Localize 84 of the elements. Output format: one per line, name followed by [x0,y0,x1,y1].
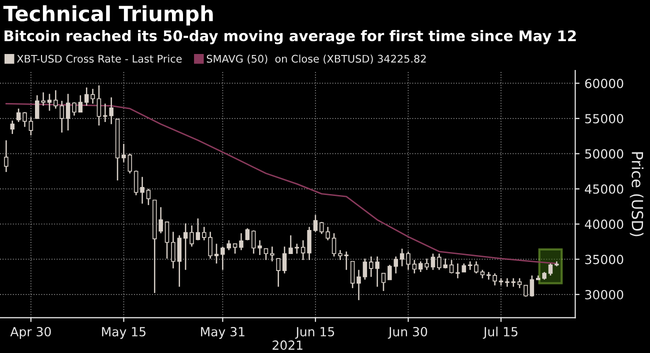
x-tick-label: Jun 15 [295,327,334,339]
candlestick [171,231,176,270]
candlestick [505,278,510,288]
candlestick [96,84,102,126]
y-tick-label: 35000 [585,254,624,264]
candlestick [381,272,386,292]
x-tick-label: Apr 30 [10,326,51,339]
candlestick [548,262,553,276]
chart-subtitle: Bitcoin reached its 50-day moving average for first time since May 12 [4,30,576,44]
candlestick [196,218,200,241]
candlestick [34,94,40,120]
candlestick [122,143,126,163]
legend-label: SMAVG (50) on Close (XBTUSD) 34225.82 [206,54,426,64]
candlestick [128,153,132,174]
candlestick [294,243,300,254]
x-tick-label: May 15 [102,327,146,339]
candlestick [332,232,336,258]
candlestick [239,232,244,251]
candlestick [406,250,410,270]
candlestick [313,214,318,232]
y-tick-label: 45000 [584,184,624,194]
candlestick [28,116,34,136]
candlestick [10,120,14,135]
candlestick [362,258,368,280]
candlestick [449,259,454,274]
candlestick [84,86,89,106]
candlestick [164,221,170,260]
candlestick [474,260,478,274]
candlestick [208,231,212,260]
candlestick [424,258,429,270]
candlestick [418,260,423,273]
y-axis-title: Price (USD) [630,152,644,236]
candlestick [344,250,349,270]
candlestick [134,170,138,196]
candlestick [41,92,46,106]
candlestick [72,102,76,116]
candlestick [4,140,8,173]
candlestick [388,264,392,280]
candlestick [177,234,182,288]
candlestick [214,243,219,264]
candlestick [338,249,342,261]
candlestick [517,278,522,289]
candlestick [264,248,268,261]
candlestick [300,240,306,261]
candlestick [251,230,256,254]
candlestick [369,256,374,278]
x-tick-label: Jun 30 [388,326,428,339]
candlestick [258,240,262,256]
candlestick [183,222,188,270]
candlestick [307,226,312,261]
candlestick [146,188,151,206]
candlestick [232,243,238,254]
x-tick-label: Jul 15 [482,326,518,339]
candlestick [22,112,27,128]
y-tick-label: 30000 [585,290,624,300]
candlestick [530,274,534,298]
y-tick-label: 60000 [585,78,624,88]
candlestick [288,234,293,254]
candlestick [356,269,361,301]
candlestick [456,262,460,279]
candlestick [282,246,287,274]
candlestick [190,224,194,248]
candlestick [430,253,436,270]
candlestick [78,94,83,113]
candlestick [350,260,355,289]
y-tick-label: 40000 [584,220,624,229]
candlestick [375,256,380,288]
candlestick [412,259,417,274]
x-tick-label: May 31 [201,326,244,339]
x-axis-title: 2021 [272,340,302,350]
candlestick [66,93,70,132]
chart-title: Technical Triumph [3,5,213,26]
y-tick-label: 50000 [585,149,624,159]
y-tick-label: 55000 [585,114,624,124]
candlestick [276,258,280,288]
candlestick [140,176,144,204]
candlestick [394,256,398,274]
candlestick [16,108,21,123]
candlestick [400,248,404,267]
legend-label: XBT-USD Cross Rate - Last Price [16,54,182,63]
candlestick [270,246,274,262]
candlestick [245,228,250,241]
candlestick [90,88,95,104]
candlestick [202,226,206,241]
